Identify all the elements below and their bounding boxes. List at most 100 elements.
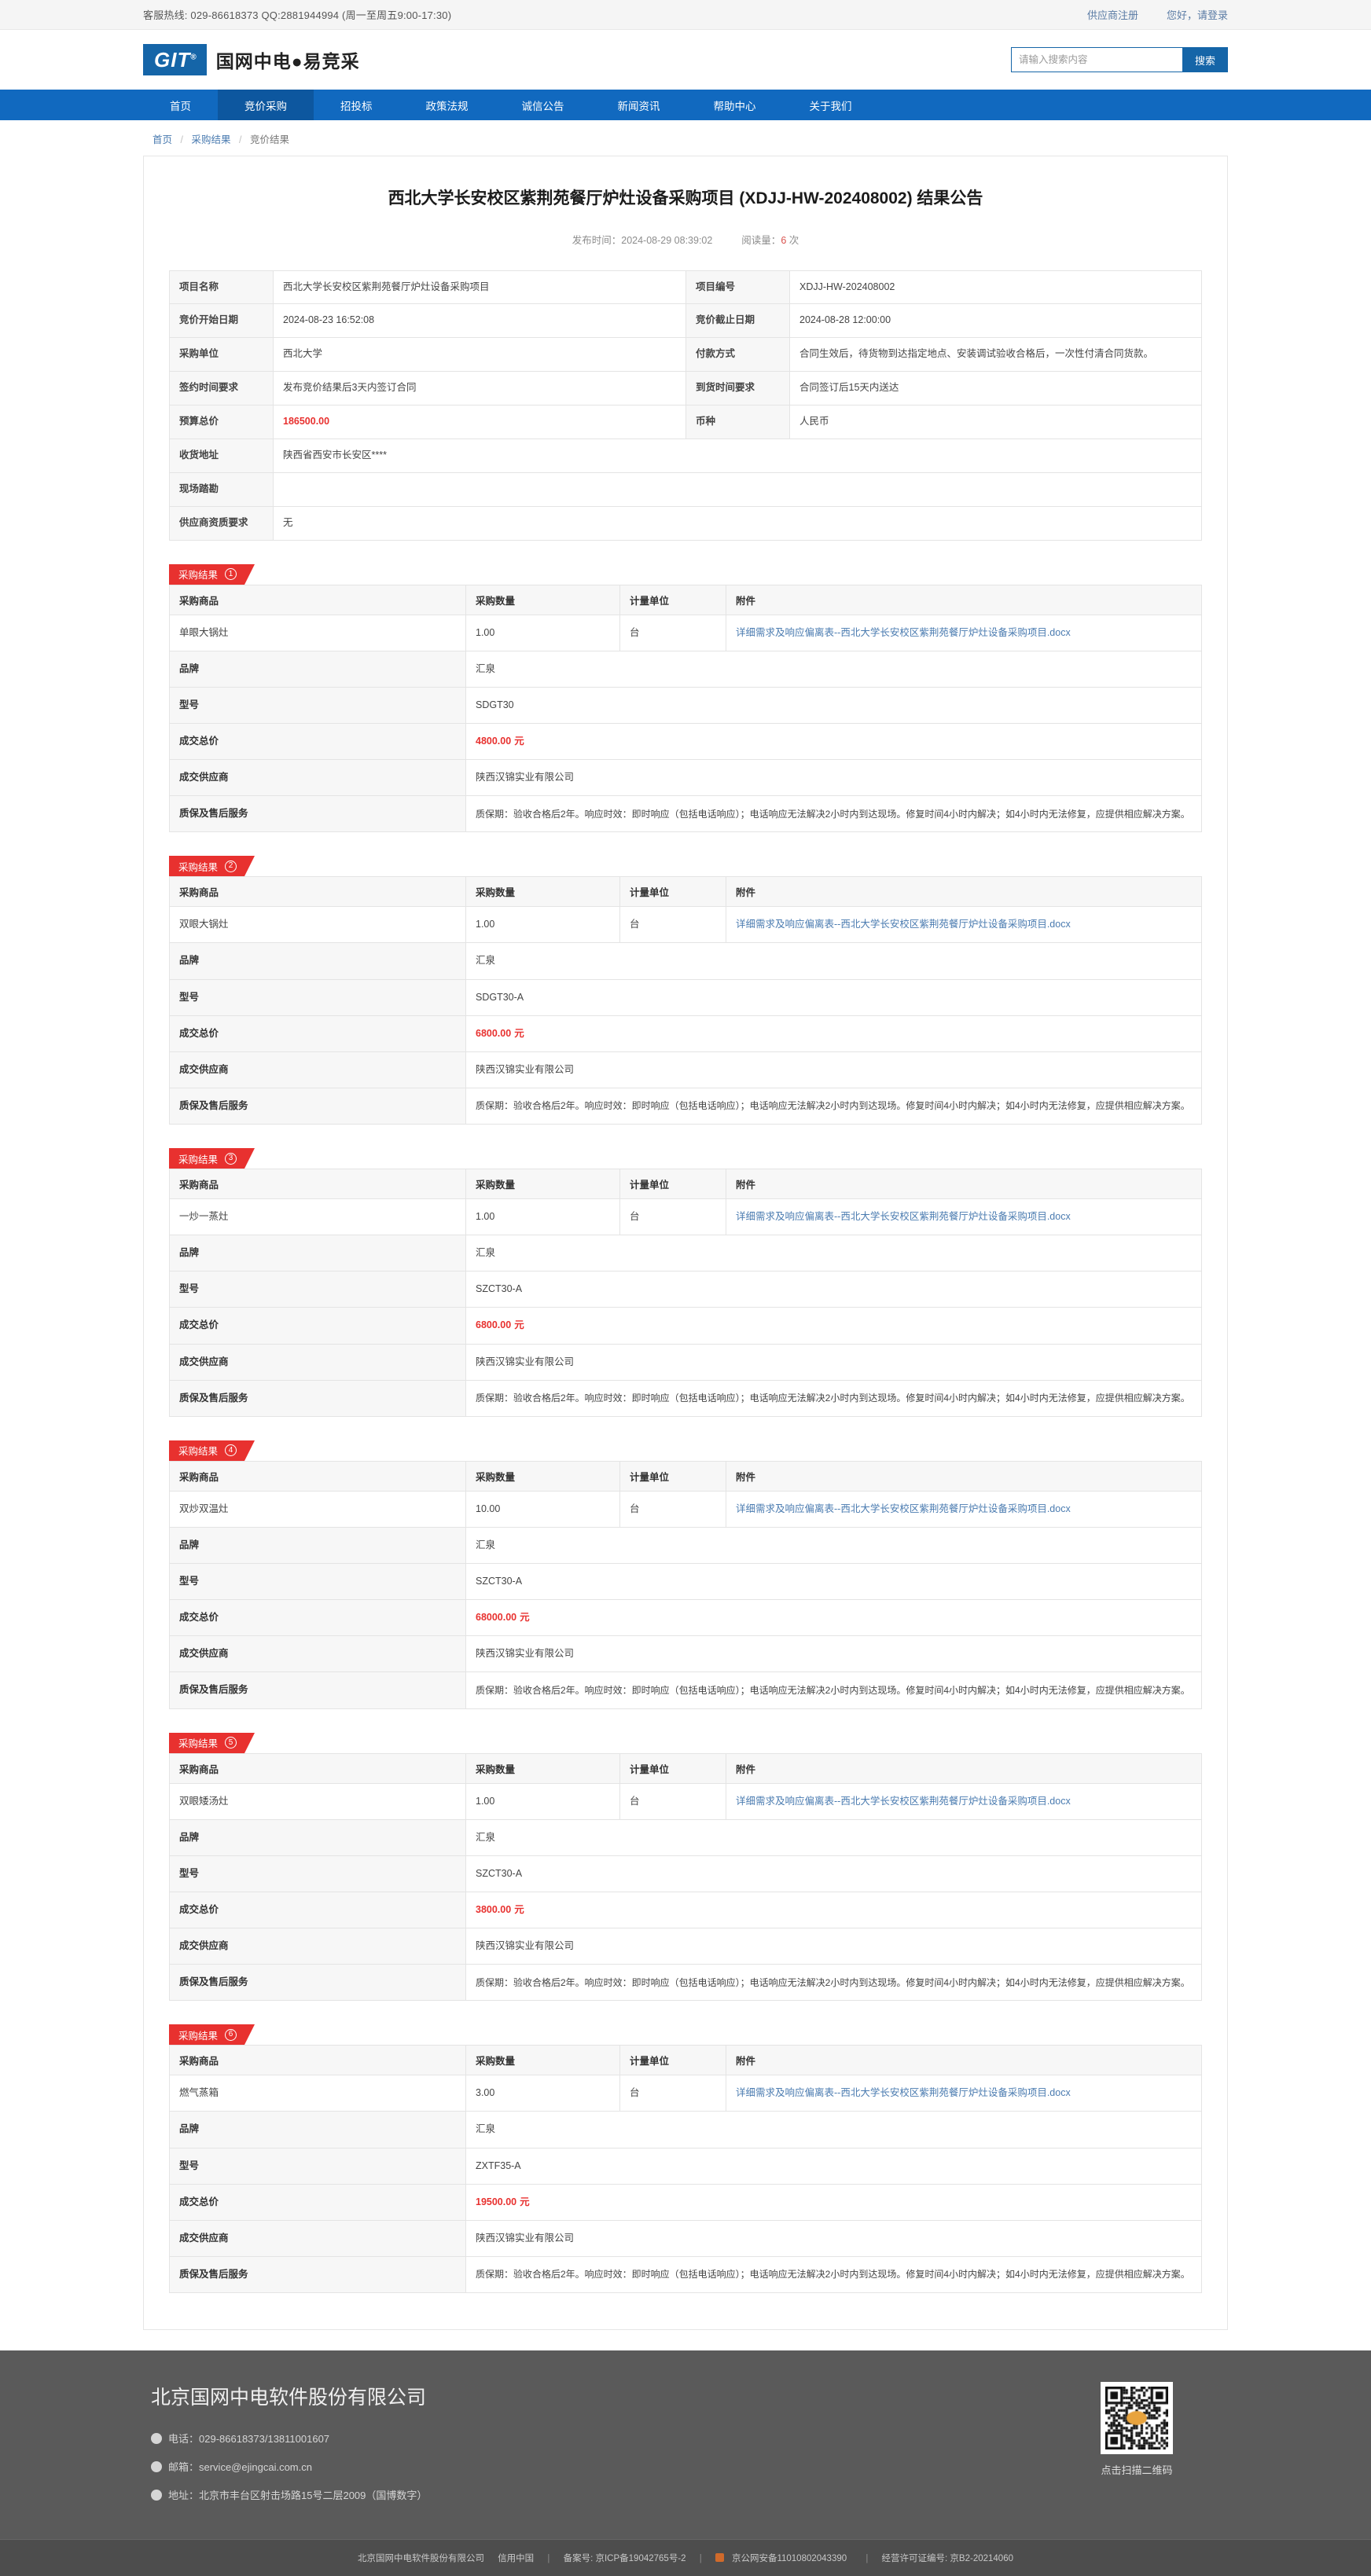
info-value: 2024-08-23 16:52:08	[273, 303, 686, 339]
info-row: 供应商资质要求无	[169, 505, 1202, 541]
supplier-register-link[interactable]: 供应商注册	[1086, 9, 1138, 21]
procurement-result-block: 采购结果 4 采购商品 采购数量 计量单位 附件 双炒双温灶 10.00 台详细需求及响应偏离表…	[169, 1440, 1202, 1709]
warranty-label: 质保及售后服务	[169, 1671, 466, 1709]
result-badge-label: 采购结果	[178, 2030, 219, 2042]
nav-item-2[interactable]: 招投标	[340, 100, 373, 112]
breadcrumb-home[interactable]: 首页	[153, 134, 173, 145]
publish-time-label: 发布时间：	[572, 234, 622, 246]
model-value: SDGT30-A	[465, 978, 1202, 1016]
result-detail-row: 型号 SZCT30-A	[169, 1855, 1202, 1892]
result-badge-number: 5	[225, 1737, 237, 1749]
result-detail-row: 成交总价 3800.00 元	[169, 1891, 1202, 1929]
total-price-amount: 6800.00	[476, 1319, 512, 1331]
brand-label: 品牌	[169, 1818, 466, 1856]
supplier-label: 成交供应商	[169, 1051, 466, 1088]
page-title: 西北大学长安校区紫荆苑餐厅炉灶设备采购项目 (XDJJ-HW-202408002…	[388, 189, 983, 207]
copyright-credit-link[interactable]: 信用中国	[498, 2554, 535, 2563]
col-unit: 计量单位	[619, 2045, 726, 2076]
result-badge-label: 采购结果	[178, 1738, 219, 1749]
product-unit: 台	[619, 2075, 726, 2112]
result-table-header: 采购商品 采购数量 计量单位 附件	[169, 876, 1202, 908]
col-unit: 计量单位	[619, 1752, 726, 1784]
copyright-divider-2: |	[699, 2554, 702, 2563]
product-name: 双眼大锅灶	[169, 906, 466, 944]
nav-item-0[interactable]: 首页	[170, 100, 191, 112]
total-price-label: 成交总价	[169, 1891, 466, 1929]
document-meta: 发布时间：2024-08-29 08:39:02 阅读量：6 次	[169, 211, 1202, 270]
result-detail-row: 成交总价 19500.00 元	[169, 2183, 1202, 2221]
product-attachment-cell: 详细需求及响应偏离表--西北大学长安校区紫荆苑餐厅炉灶设备采购项目.docx	[726, 614, 1202, 651]
info-label: 供应商资质要求	[169, 505, 274, 541]
police-badge-icon	[715, 2553, 724, 2562]
copyright-bar: 北京国网中电软件股份有限公司 信用中国 | 备案号: 京ICP备19042765…	[0, 2539, 1371, 2576]
nav-item-4[interactable]: 诚信公告	[521, 100, 564, 112]
search-input[interactable]	[1011, 47, 1182, 72]
qr-code-block[interactable]: 点击扫描二维码	[1101, 2382, 1220, 2477]
attachment-link[interactable]: 详细需求及响应偏离表--西北大学长安校区紫荆苑餐厅炉灶设备采购项目.docx	[736, 1503, 1071, 1514]
supplier-value: 陕西汉锦实业有限公司	[465, 1051, 1202, 1088]
info-value-text: 186500.00	[283, 416, 330, 427]
info-value	[273, 472, 1202, 507]
nav-item-7[interactable]: 关于我们	[809, 100, 852, 112]
result-detail-row: 质保及售后服务 质保期：验收合格后2年。响应时效：即时响应（包括电话响应）；电话响…	[169, 2255, 1202, 2294]
login-link[interactable]: 您好，请登录	[1166, 9, 1228, 21]
nav-item-6[interactable]: 帮助中心	[713, 100, 756, 112]
attachment-link[interactable]: 详细需求及响应偏离表--西北大学长安校区紫荆苑餐厅炉灶设备采购项目.docx	[736, 626, 1071, 638]
info-row: 签约时间要求 发布竞价结果后3天内签订合同 到货时间要求 合同签订后15天内送达	[169, 371, 1202, 405]
supplier-value: 陕西汉锦实业有限公司	[465, 2219, 1202, 2257]
attachment-link[interactable]: 详细需求及响应偏离表--西北大学长安校区紫荆苑餐厅炉灶设备采购项目.docx	[736, 2087, 1071, 2099]
info-value-text: 2024-08-23 16:52:08	[283, 314, 375, 326]
brand-value: 汇泉	[465, 650, 1202, 688]
model-label: 型号	[169, 686, 466, 724]
total-price-amount: 6800.00	[476, 1027, 512, 1039]
total-price-label: 成交总价	[169, 722, 466, 761]
nav-item-1[interactable]: 竞价采购	[218, 90, 314, 120]
brand-logo[interactable]: GIT® 国网中电●易竞采	[143, 44, 360, 75]
product-unit: 台	[619, 614, 726, 651]
result-detail-row: 型号 SZCT30-A	[169, 1271, 1202, 1308]
location-pin-icon	[151, 2489, 162, 2501]
col-quantity: 采购数量	[465, 1169, 620, 1199]
warranty-label: 质保及售后服务	[169, 1379, 466, 1417]
qr-canvas	[1105, 2387, 1168, 2449]
col-quantity: 采购数量	[465, 1752, 620, 1784]
copyright-police-record[interactable]: 京公网安备11010802043390	[710, 2553, 858, 2563]
currency-unit: 元	[514, 1319, 524, 1331]
col-unit: 计量单位	[619, 876, 726, 908]
search-button[interactable]: 搜索	[1182, 47, 1228, 72]
nav-item-3[interactable]: 政策法规	[425, 100, 469, 112]
copyright-icp[interactable]: 备案号: 京ICP备19042765号-2	[563, 2554, 686, 2563]
warranty-label: 质保及售后服务	[169, 1964, 466, 2002]
result-badge-label: 采购结果	[178, 1154, 219, 1165]
model-value: SZCT30-A	[465, 1271, 1202, 1308]
result-badge: 采购结果 4	[169, 1440, 255, 1461]
product-attachment-cell: 详细需求及响应偏离表--西北大学长安校区紫荆苑餐厅炉灶设备采购项目.docx	[726, 1198, 1202, 1236]
footer-phone-text: 电话：029-86618373/13811001607	[168, 2433, 330, 2445]
brand-value: 汇泉	[465, 1818, 1202, 1856]
supplier-value: 陕西汉锦实业有限公司	[465, 1927, 1202, 1965]
attachment-link[interactable]: 详细需求及响应偏离表--西北大学长安校区紫荆苑餐厅炉灶设备采购项目.docx	[736, 1211, 1071, 1222]
result-detail-row: 质保及售后服务 质保期：验收合格后2年。响应时效：即时响应（包括电话响应）；电话响…	[169, 1087, 1202, 1125]
result-table: 采购商品 采购数量 计量单位 附件 单眼大锅灶 1.00 台详细需求及响应偏离表--西北大学…	[169, 584, 1202, 833]
product-quantity: 10.00	[465, 1490, 620, 1528]
info-label: 项目名称	[169, 270, 274, 305]
info-row: 预算总价 186500.00 币种 人民币	[169, 405, 1202, 439]
product-name: 双炒双温灶	[169, 1490, 466, 1528]
git-logo-icon: GIT®	[143, 44, 207, 75]
info-label: 预算总价	[169, 405, 274, 439]
result-detail-row: 质保及售后服务 质保期：验收合格后2年。响应时效：即时响应（包括电话响应）；电话响…	[169, 1379, 1202, 1417]
copyright-divider-1: |	[547, 2554, 550, 2563]
col-unit: 计量单位	[619, 584, 726, 615]
product-quantity: 1.00	[465, 1198, 620, 1236]
attachment-link[interactable]: 详细需求及响应偏离表--西北大学长安校区紫荆苑餐厅炉灶设备采购项目.docx	[736, 919, 1071, 930]
nav-item-5[interactable]: 新闻资讯	[617, 100, 660, 112]
utility-topbar: 客服热线: 029-86618373 QQ:2881944994 (周一至周五9…	[0, 0, 1371, 30]
qr-code-image[interactable]	[1101, 2382, 1173, 2454]
result-detail-row: 型号 SDGT30	[169, 686, 1202, 724]
copyright-license: 经营许可证编号: 京B2-20214060	[881, 2554, 1013, 2563]
result-badge: 采购结果 1	[169, 563, 255, 585]
result-table: 采购商品 采购数量 计量单位 附件 燃气蒸箱 3.00 台详细需求及响应偏离表--西北大学长…	[169, 2045, 1202, 2294]
total-price-label: 成交总价	[169, 1307, 466, 1345]
attachment-link[interactable]: 详细需求及响应偏离表--西北大学长安校区紫荆苑餐厅炉灶设备采购项目.docx	[736, 1795, 1071, 1807]
breadcrumb-level2[interactable]: 采购结果	[191, 134, 231, 145]
